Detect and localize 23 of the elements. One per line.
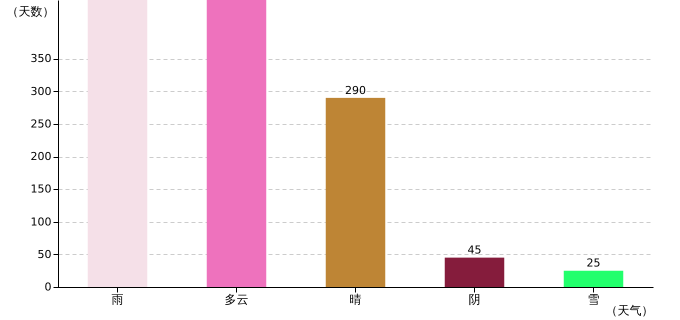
bar [88,0,148,287]
data-label: 25 [586,256,600,270]
x-tick-label: 雪 [588,292,600,306]
data-label: 290 [345,84,366,97]
y-tick-label: 100 [30,215,52,228]
bar [444,258,504,287]
y-tick-label: 200 [30,150,52,164]
y-tick-label: 150 [30,182,52,196]
bar [326,98,386,287]
y-axis-title: （天数） [6,4,54,18]
x-tick-label: 多云 [224,292,248,306]
data-label: 45 [468,244,482,257]
bar [564,270,624,287]
x-tick-label: 晴 [350,292,362,306]
y-tick-label: 350 [30,52,52,66]
y-tick-label: 50 [38,248,52,261]
x-tick-label: 阴 [468,292,480,306]
bar [206,0,266,287]
y-tick-label: 250 [30,117,52,130]
y-tick-label: 300 [30,84,52,98]
x-axis-title: （天气） [606,304,654,318]
x-tick-label: 雨 [112,292,124,306]
y-tick-label: 0 [44,280,52,294]
